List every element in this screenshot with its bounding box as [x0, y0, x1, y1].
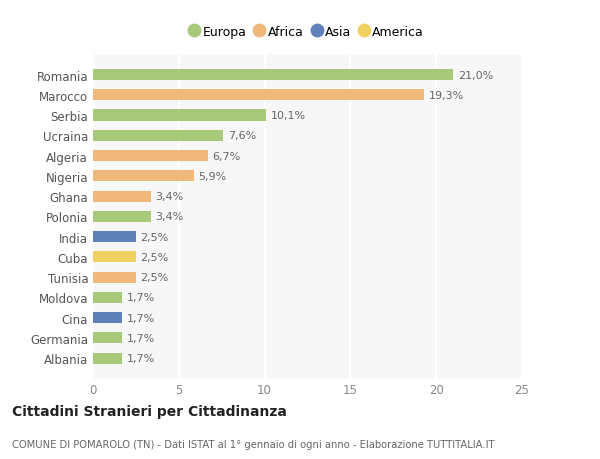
- Text: 2,5%: 2,5%: [140, 252, 169, 262]
- Text: Cittadini Stranieri per Cittadinanza: Cittadini Stranieri per Cittadinanza: [12, 404, 287, 419]
- Text: 2,5%: 2,5%: [140, 273, 169, 283]
- Bar: [93, 272, 136, 283]
- Bar: [93, 171, 194, 182]
- Bar: [93, 151, 208, 162]
- Text: 1,7%: 1,7%: [127, 353, 155, 364]
- Bar: [93, 191, 151, 202]
- Bar: [93, 333, 122, 344]
- Bar: [93, 231, 136, 243]
- Text: 1,7%: 1,7%: [127, 333, 155, 343]
- Text: COMUNE DI POMAROLO (TN) - Dati ISTAT al 1° gennaio di ogni anno - Elaborazione T: COMUNE DI POMAROLO (TN) - Dati ISTAT al …: [12, 440, 494, 449]
- Bar: [93, 211, 151, 223]
- Bar: [93, 90, 424, 101]
- Bar: [93, 313, 122, 324]
- Text: 1,7%: 1,7%: [127, 293, 155, 303]
- Text: 1,7%: 1,7%: [127, 313, 155, 323]
- Text: 5,9%: 5,9%: [199, 172, 227, 181]
- Text: 6,7%: 6,7%: [212, 151, 241, 161]
- Text: 3,4%: 3,4%: [155, 212, 184, 222]
- Bar: [93, 252, 136, 263]
- Text: 2,5%: 2,5%: [140, 232, 169, 242]
- Text: 3,4%: 3,4%: [155, 192, 184, 202]
- Text: 10,1%: 10,1%: [271, 111, 306, 121]
- Bar: [93, 130, 223, 141]
- Text: 19,3%: 19,3%: [428, 90, 464, 101]
- Text: 7,6%: 7,6%: [228, 131, 256, 141]
- Bar: [93, 292, 122, 303]
- Bar: [93, 353, 122, 364]
- Bar: [93, 110, 266, 121]
- Text: 21,0%: 21,0%: [458, 70, 493, 80]
- Legend: Europa, Africa, Asia, America: Europa, Africa, Asia, America: [187, 22, 428, 43]
- Bar: [93, 70, 454, 81]
